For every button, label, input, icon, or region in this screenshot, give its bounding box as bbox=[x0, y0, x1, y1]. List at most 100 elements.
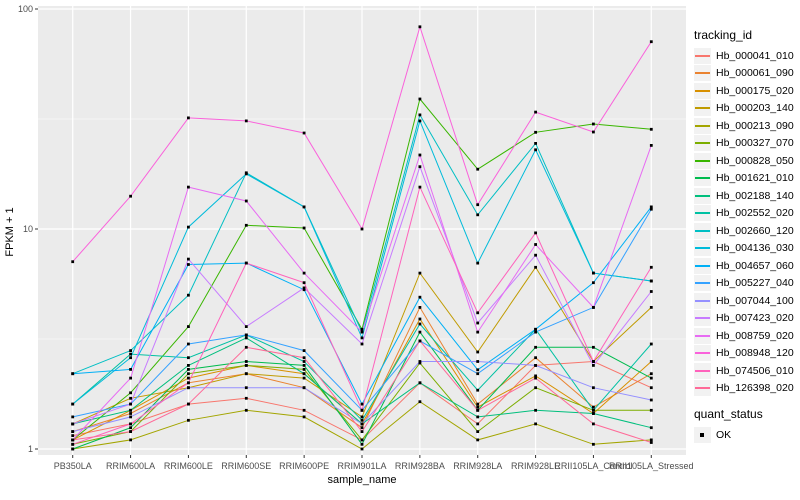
data-point bbox=[187, 225, 190, 229]
y-tick-label: 1 bbox=[28, 444, 33, 454]
data-point bbox=[187, 364, 190, 367]
data-point bbox=[302, 349, 306, 352]
x-tick-label: RRIM928LE bbox=[511, 461, 560, 471]
x-axis-title: sample_name bbox=[327, 474, 397, 486]
data-point bbox=[187, 402, 190, 406]
legend-item-label: Hb_126398_020 bbox=[716, 382, 794, 395]
data-point bbox=[71, 430, 75, 433]
data-point bbox=[418, 361, 422, 365]
data-point bbox=[592, 360, 595, 363]
data-point bbox=[244, 223, 248, 227]
legend-key-icon bbox=[694, 205, 711, 222]
data-point bbox=[649, 205, 653, 209]
legend-item-Hb_074506_010: Hb_074506_010 bbox=[694, 362, 800, 380]
data-point bbox=[534, 142, 537, 145]
data-point bbox=[649, 372, 653, 376]
quant-ok-key-icon bbox=[694, 426, 711, 443]
data-point bbox=[476, 402, 480, 406]
data-point bbox=[302, 364, 306, 367]
data-point bbox=[187, 185, 190, 189]
legend-item-Hb_000061_090: Hb_000061_090 bbox=[694, 65, 800, 83]
legend-item-label: Hb_007044_100 bbox=[716, 294, 794, 307]
data-point bbox=[418, 381, 422, 385]
data-point bbox=[187, 342, 190, 346]
legend-item-Hb_000213_090: Hb_000213_090 bbox=[694, 117, 800, 135]
data-point bbox=[534, 253, 537, 257]
data-point bbox=[71, 447, 75, 451]
data-point bbox=[418, 339, 422, 343]
data-point bbox=[71, 415, 75, 419]
data-point bbox=[360, 447, 364, 451]
legend-item-Hb_000828_050: Hb_000828_050 bbox=[694, 152, 800, 170]
data-point bbox=[592, 306, 595, 309]
data-point bbox=[592, 386, 595, 390]
data-point bbox=[302, 408, 306, 412]
legend-item-label: Hb_002188_140 bbox=[716, 189, 794, 202]
data-point bbox=[534, 364, 537, 367]
legend-item-label: Hb_004136_030 bbox=[716, 242, 794, 255]
data-point bbox=[476, 213, 480, 217]
x-tick-label: RRIM600SE bbox=[221, 461, 271, 471]
data-point bbox=[187, 293, 190, 297]
data-point bbox=[534, 374, 537, 378]
data-point bbox=[649, 306, 653, 309]
data-point bbox=[592, 412, 595, 415]
legend-item-Hb_004136_030: Hb_004136_030 bbox=[694, 240, 800, 258]
legend-item-label: Hb_002660_120 bbox=[716, 224, 794, 237]
data-point bbox=[592, 130, 595, 134]
legend-key-icon bbox=[694, 152, 711, 169]
data-point bbox=[360, 336, 364, 340]
data-point bbox=[244, 199, 248, 203]
legend-item-label: Hb_007423_020 bbox=[716, 312, 794, 325]
legend-key-icon bbox=[694, 327, 711, 344]
legend-item-Hb_000327_070: Hb_000327_070 bbox=[694, 135, 800, 153]
legend-item-Hb_126398_020: Hb_126398_020 bbox=[694, 380, 800, 398]
data-point bbox=[129, 438, 132, 442]
data-point bbox=[129, 194, 132, 198]
data-point bbox=[534, 330, 537, 334]
legend-item-label: Hb_000061_090 bbox=[716, 67, 794, 80]
y-tick-label: 100 bbox=[18, 4, 33, 14]
data-point bbox=[418, 25, 422, 29]
data-point bbox=[129, 412, 132, 415]
legend-key-icon bbox=[694, 135, 711, 152]
data-point bbox=[649, 265, 653, 269]
data-point bbox=[649, 376, 653, 380]
data-point bbox=[476, 372, 480, 376]
data-point bbox=[360, 426, 364, 430]
legend-item-label: Hb_000327_070 bbox=[716, 137, 794, 150]
data-point bbox=[360, 227, 364, 231]
data-point bbox=[534, 422, 537, 426]
data-point bbox=[187, 356, 190, 360]
data-point bbox=[649, 279, 653, 283]
data-point bbox=[187, 257, 190, 261]
legend-item-label: Hb_000041_010 bbox=[716, 49, 794, 62]
x-tick-label: RRIM600LA bbox=[106, 461, 155, 471]
data-point bbox=[244, 360, 248, 363]
data-point bbox=[534, 356, 537, 360]
data-point bbox=[129, 391, 132, 395]
data-point bbox=[71, 402, 75, 406]
data-point bbox=[302, 372, 306, 376]
x-tick-label: RRIM600PE bbox=[279, 461, 329, 471]
data-point bbox=[418, 113, 422, 117]
data-point bbox=[187, 418, 190, 422]
legend-item-label: Hb_000213_090 bbox=[716, 119, 794, 132]
data-point bbox=[244, 364, 248, 367]
data-point bbox=[649, 426, 653, 430]
data-point bbox=[244, 386, 248, 390]
data-point bbox=[534, 376, 537, 380]
data-point bbox=[360, 408, 364, 412]
data-point bbox=[592, 281, 595, 285]
legend-item-Hb_007044_100: Hb_007044_100 bbox=[694, 292, 800, 310]
data-point bbox=[360, 402, 364, 406]
data-point bbox=[534, 386, 537, 390]
data-point bbox=[592, 422, 595, 426]
legend-item-Hb_008948_120: Hb_008948_120 bbox=[694, 345, 800, 363]
legend-key-icon bbox=[694, 222, 711, 239]
data-point bbox=[187, 376, 190, 380]
legend-key-icon bbox=[694, 117, 711, 134]
y-tick-label: 10 bbox=[23, 224, 33, 234]
data-point bbox=[187, 381, 190, 385]
